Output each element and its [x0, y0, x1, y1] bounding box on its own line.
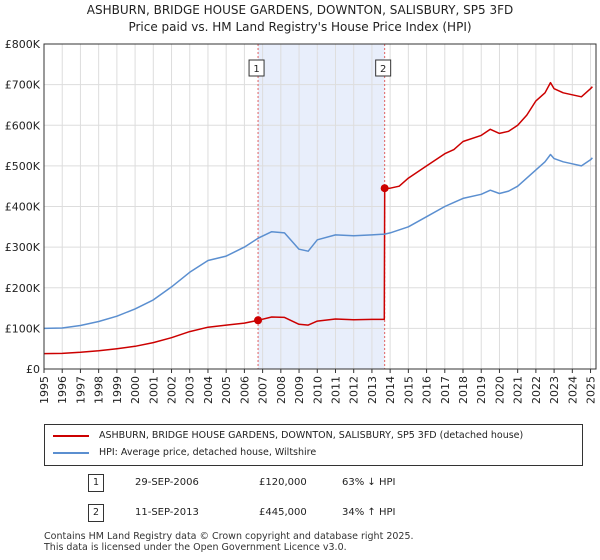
price-chart: 1 2 £0 £100K £200K £300K £400K £500K £600K £700K… — [5, 38, 598, 404]
y-tick-label: £800K — [5, 38, 41, 51]
x-tick-label: 2003 — [184, 376, 197, 404]
x-tick-label: 2005 — [220, 376, 233, 404]
legend-swatch-hpi — [53, 452, 89, 454]
x-tick-label: 2013 — [366, 376, 379, 404]
x-tick-label: 2016 — [421, 376, 434, 404]
x-tick-label: 2008 — [275, 376, 288, 404]
x-tick-label: 1995 — [38, 376, 51, 404]
y-tick-label: £500K — [5, 160, 41, 173]
sale-price: £120,000 — [259, 477, 307, 488]
x-tick-label: 1996 — [56, 376, 69, 404]
row-marker-2: 2 — [88, 504, 104, 522]
x-tick-label: 2022 — [530, 376, 543, 404]
x-tick-label: 2000 — [129, 376, 142, 404]
y-tick-label: £300K — [5, 241, 41, 254]
hpi-diff: 34% ↑ HPI — [342, 507, 396, 518]
x-tick-label: 2002 — [166, 376, 179, 404]
sale-label: 1 — [253, 64, 259, 75]
plot-frame — [43, 43, 597, 370]
sale-date: 29-SEP-2006 — [135, 477, 199, 488]
x-tick-label: 2014 — [384, 376, 397, 404]
chart-subtitle: Price paid vs. HM Land Registry's House … — [128, 20, 472, 34]
sale-label-box — [375, 59, 392, 77]
footer-attribution: Contains HM Land Registry data © Crown c… — [44, 531, 414, 553]
sale-point — [380, 184, 389, 193]
x-tick-label: 2006 — [238, 376, 251, 404]
footer-line-2: This data is licensed under the Open Gov… — [44, 542, 347, 553]
x-tick-label: 1998 — [93, 376, 106, 404]
sale-point — [254, 316, 263, 325]
x-tick-label: 2018 — [457, 376, 470, 404]
y-tick-label: £400K — [5, 201, 41, 214]
chart-title: ASHBURN, BRIDGE HOUSE GARDENS, DOWNTON, … — [86, 3, 514, 17]
x-tick-label: 2017 — [439, 376, 452, 404]
x-tick-label: 2024 — [566, 376, 579, 404]
y-tick-label: £100K — [5, 322, 41, 335]
x-tick-label: 2021 — [512, 376, 525, 404]
chart-legend: ASHBURN, BRIDGE HOUSE GARDENS, DOWNTON, … — [44, 424, 583, 466]
sale-label-box — [248, 59, 265, 77]
x-tick-label: 2007 — [257, 376, 270, 404]
series-line-hpi — [43, 153, 593, 330]
x-tick-label: 2015 — [402, 376, 415, 404]
legend-label-property: ASHBURN, BRIDGE HOUSE GARDENS, DOWNTON, … — [99, 430, 524, 441]
sale-price: £445,000 — [259, 507, 307, 518]
legend-label-hpi: HPI: Average price, detached house, Wilt… — [99, 447, 317, 458]
x-tick-label: 1997 — [74, 376, 87, 404]
x-tick-label: 1999 — [111, 376, 124, 404]
x-tick-label: 2009 — [293, 376, 306, 404]
x-tick-label: 2012 — [348, 376, 361, 404]
sale-label: 2 — [380, 64, 386, 75]
x-tick-label: 2025 — [585, 376, 598, 404]
y-tick-label: £600K — [5, 119, 41, 132]
row-marker-1: 1 — [88, 474, 104, 492]
x-tick-label: 2023 — [548, 376, 561, 404]
x-tick-label: 2004 — [202, 376, 215, 404]
x-tick-label: 2020 — [493, 376, 506, 404]
legend-swatch-property — [53, 435, 89, 437]
footer-line-1: Contains HM Land Registry data © Crown c… — [44, 531, 414, 542]
x-tick-label: 2010 — [311, 376, 324, 404]
x-tick-label: 2001 — [147, 376, 160, 404]
y-tick-label: £0 — [26, 363, 40, 376]
sale-date: 11-SEP-2013 — [135, 507, 199, 518]
x-tick-label: 2019 — [475, 376, 488, 404]
y-tick-label: £700K — [5, 79, 41, 92]
hpi-diff: 63% ↓ HPI — [342, 477, 396, 488]
x-tick-label: 2011 — [329, 376, 342, 404]
y-tick-label: £200K — [5, 282, 41, 295]
